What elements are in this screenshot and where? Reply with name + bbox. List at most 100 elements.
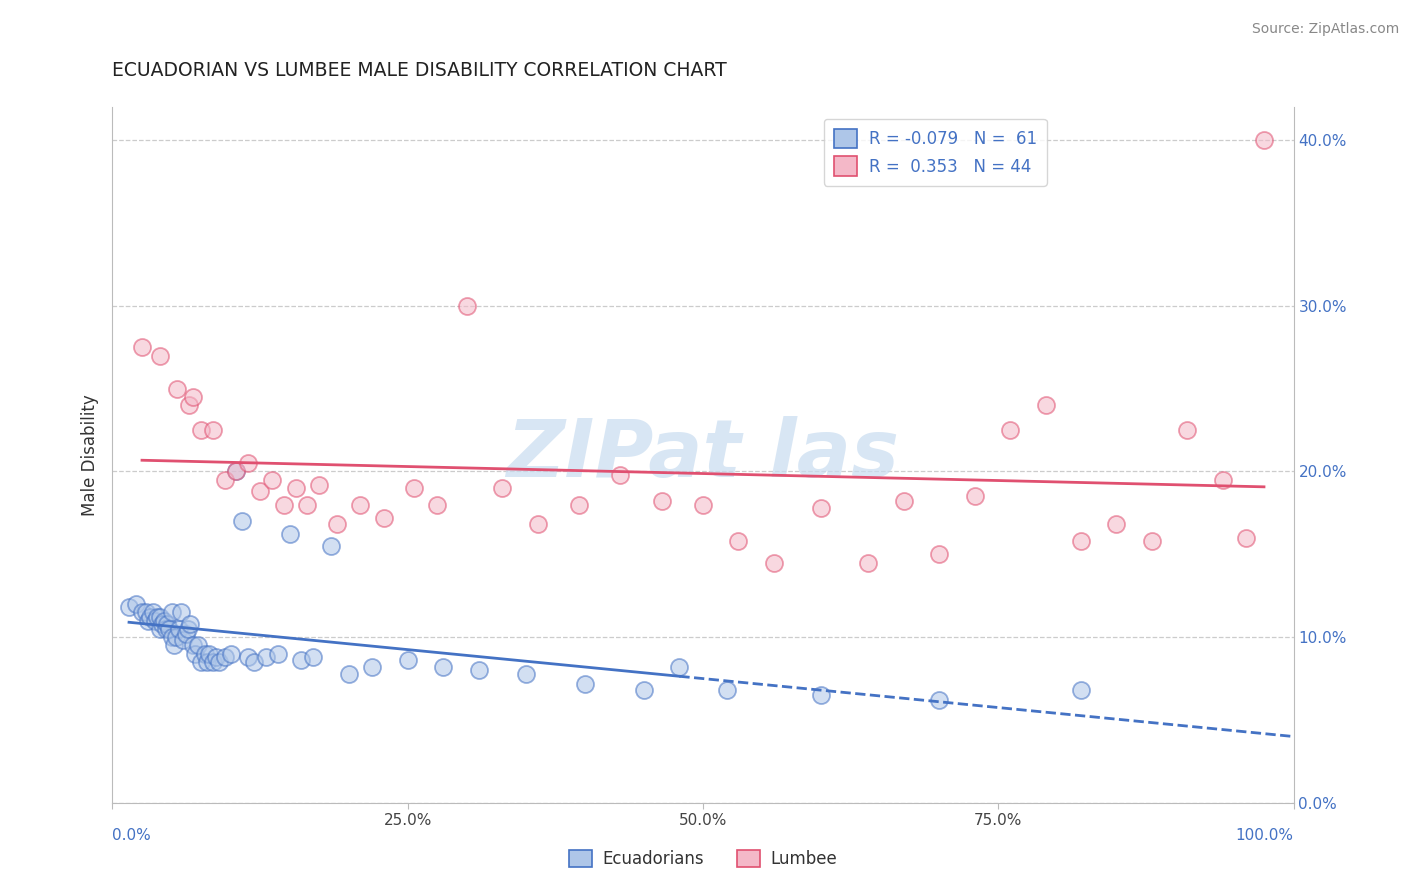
Point [893,494,915,508]
Point [201,655,224,669]
Point [153,614,176,628]
Text: 100.0%: 100.0% [1236,828,1294,843]
Point [963,489,986,503]
Text: ZIPat las: ZIPat las [506,416,900,494]
Text: 0.0%: 0.0% [112,828,152,843]
Point [166,382,188,396]
Point [208,655,231,669]
Point [125,597,148,611]
Point [160,605,183,619]
Point [249,484,271,499]
Point [396,653,419,667]
Point [515,666,537,681]
Point [1175,423,1198,437]
Point [1105,517,1128,532]
Point [149,610,172,624]
Point [928,547,950,561]
Point [1140,534,1163,549]
Point [1234,531,1257,545]
Text: ECUADORIAN VS LUMBEE MALE DISABILITY CORRELATION CHART: ECUADORIAN VS LUMBEE MALE DISABILITY COR… [112,62,727,80]
Point [219,647,242,661]
Point [491,481,513,495]
Point [810,500,832,515]
Legend: Ecuadorians, Lumbee: Ecuadorians, Lumbee [562,843,844,874]
Point [143,614,166,628]
Point [160,630,183,644]
Point [150,616,173,631]
Point [179,398,201,412]
Point [165,630,187,644]
Point [190,655,212,669]
Point [319,539,342,553]
Point [174,627,197,641]
Point [149,622,172,636]
Point [139,610,162,624]
Point [157,622,180,636]
Point [716,683,738,698]
Point [349,498,371,512]
Point [131,605,153,619]
Point [142,605,165,619]
Point [1070,683,1092,698]
Point [181,390,204,404]
Point [190,423,212,437]
Point [201,423,224,437]
Point [135,605,157,619]
Point [668,660,690,674]
Point [1212,473,1234,487]
Point [131,340,153,354]
Point [156,616,179,631]
Point [998,423,1021,437]
Point [456,299,478,313]
Point [1035,398,1057,412]
Point [172,633,194,648]
Point [155,622,177,636]
Point [297,498,319,512]
Point [149,349,172,363]
Y-axis label: Male Disability: Male Disability [82,394,100,516]
Point [225,465,247,479]
Point [238,650,260,665]
Point [762,556,785,570]
Point [167,622,190,636]
Point [928,693,950,707]
Point [284,481,307,495]
Point [633,683,655,698]
Point [858,556,880,570]
Point [278,527,301,541]
Point [118,600,141,615]
Point [205,650,228,665]
Point [568,498,591,512]
Point [609,467,631,482]
Point [1070,534,1092,549]
Point [260,473,283,487]
Point [198,647,221,661]
Point [231,514,253,528]
Point [692,498,714,512]
Point [273,498,295,512]
Point [254,650,277,665]
Point [195,655,218,669]
Point [308,477,330,491]
Point [426,498,449,512]
Point [177,622,200,636]
Point [181,639,204,653]
Point [184,647,207,661]
Point [326,517,349,532]
Point [243,655,266,669]
Point [1253,133,1275,147]
Point [574,676,596,690]
Point [373,511,395,525]
Point [432,660,454,674]
Point [163,639,186,653]
Point [186,639,208,653]
Point [194,647,217,661]
Point [238,456,260,470]
Point [225,465,247,479]
Point [302,650,325,665]
Point [146,610,169,624]
Text: Source: ZipAtlas.com: Source: ZipAtlas.com [1251,22,1399,37]
Point [727,534,749,549]
Point [170,605,193,619]
Point [467,663,489,677]
